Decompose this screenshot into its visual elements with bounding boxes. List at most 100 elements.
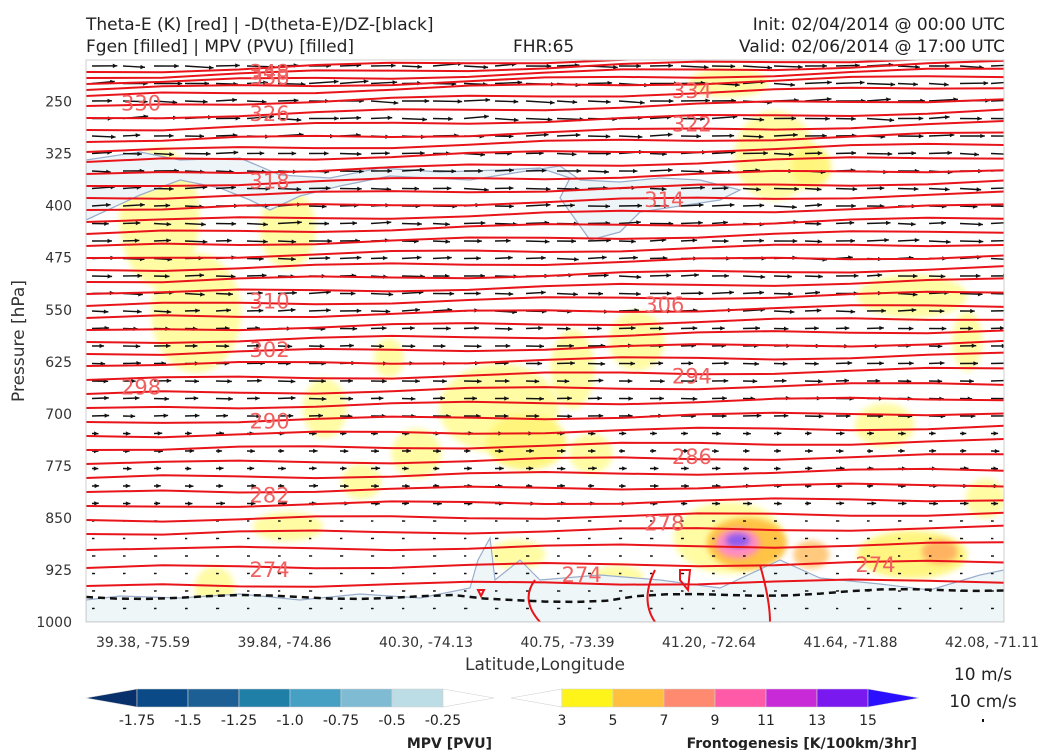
wind-vector-head	[971, 343, 977, 348]
wind-vector-head	[513, 99, 519, 104]
theta-e-contour-label: 278	[644, 511, 684, 535]
wind-vector-head	[744, 466, 750, 471]
wind-vector-head	[1006, 152, 1011, 156]
theta-e-contour	[86, 60, 638, 74]
wind-vector-head	[723, 220, 728, 225]
wind-vector-head	[793, 132, 798, 138]
wind-vector-head	[231, 185, 236, 190]
wind-vector-head	[567, 396, 572, 401]
wind-vector-head	[220, 501, 226, 506]
wind-vector-head	[993, 501, 999, 506]
init-time: Init: 02/04/2014 @ 00:00 UTC	[752, 15, 1005, 35]
wind-vector-head	[391, 63, 396, 68]
theta-e-contour	[86, 304, 1004, 319]
wind-vector-head	[131, 378, 136, 384]
wind-vector-head	[944, 115, 950, 120]
theta-e-contour-label: 348	[250, 60, 290, 84]
x-tick-label: 41.20, -72.64	[662, 635, 756, 651]
wind-vector-head	[279, 483, 285, 489]
wind-vector-head	[137, 309, 142, 314]
wind-vector-head	[126, 466, 132, 471]
wind-vector-head	[385, 151, 390, 156]
wind-vector-head	[871, 501, 877, 506]
wind-vector-head	[323, 151, 329, 156]
wind-vector-head	[777, 501, 782, 506]
wind-vector-head	[204, 81, 210, 86]
wind-vector-head	[484, 187, 489, 192]
wind-vector-head	[194, 413, 200, 418]
wind-vector-head	[692, 238, 698, 243]
wind-vector-head	[447, 255, 452, 260]
wind-vector-head	[722, 396, 727, 401]
wind-vector-head	[434, 466, 440, 471]
mpv-colorbar-segment	[289, 688, 342, 708]
mpv-colorbar-tick: -1.5	[174, 713, 201, 729]
wind-vector-head	[465, 448, 471, 454]
y-axis-label: Pressure [hPa]	[9, 280, 29, 402]
x-tick-label: 39.84, -74.86	[237, 635, 331, 651]
wind-vector-head	[597, 396, 602, 401]
wind-vector-head	[818, 274, 823, 279]
wind-vector-head	[293, 98, 299, 103]
wind-vector-head	[506, 238, 511, 243]
wind-vector-head	[258, 308, 264, 313]
wind-vector-head	[715, 466, 721, 471]
wind-vector-head	[393, 100, 399, 105]
wind-vector-head	[1015, 98, 1020, 102]
reference-vector: 10 m/s 10 cm/s	[949, 665, 1017, 722]
wind-vector-head	[1007, 309, 1012, 313]
wind-vector-head	[387, 115, 393, 121]
wind-vector-head	[631, 239, 636, 244]
wind-vector-head	[356, 115, 362, 121]
wind-vector-head	[517, 80, 523, 85]
wind-vector-head	[541, 255, 546, 261]
wind-vector-head	[134, 395, 140, 401]
y-tick-label: 850	[45, 511, 72, 527]
wind-vector-head	[853, 273, 859, 279]
theta-e-contour	[86, 511, 1004, 523]
wind-vector-head	[103, 309, 109, 314]
wind-vector-head	[630, 325, 636, 331]
wind-vector-head	[759, 203, 765, 208]
x-tick-label: 39.38, -75.59	[96, 635, 190, 651]
wind-vector-head	[547, 117, 553, 122]
theta-e-contour-label: 290	[250, 409, 290, 433]
theta-e-contour	[86, 67, 1004, 91]
wind-vector-head	[576, 168, 582, 174]
wind-vector	[773, 65, 803, 68]
fgen-colorbar-tick: 9	[711, 713, 720, 729]
wind-vector-head	[406, 448, 411, 454]
wind-vector-head	[415, 307, 420, 313]
wind-vector-head	[166, 221, 172, 227]
wind-vector-head	[659, 396, 664, 401]
theta-e-contour	[86, 60, 1004, 85]
wind-vector-head	[477, 238, 482, 244]
wind-vector-head	[754, 361, 760, 367]
wind-vector-head	[164, 396, 170, 401]
wind-vector-head	[100, 361, 106, 366]
wind-vector-head	[601, 255, 607, 260]
wind-vector-head	[1007, 80, 1012, 84]
wind-vector-head	[509, 204, 514, 209]
wind-vector-head	[344, 483, 349, 489]
wind-vector-head	[716, 431, 721, 436]
wind-vector-head	[544, 239, 550, 244]
wind-vector-head	[980, 133, 985, 139]
wind-vector-head	[590, 448, 596, 454]
wind-vector-head	[729, 202, 735, 208]
wind-vector-head	[844, 378, 849, 383]
wind-vector-head	[787, 274, 792, 279]
wind-vector-head	[188, 483, 194, 489]
wind-vector-head	[534, 413, 540, 419]
wind-vector-head	[166, 309, 172, 314]
wind-vector-head	[598, 378, 604, 383]
wind-vector-head	[164, 274, 170, 279]
wind-vector-head	[218, 483, 224, 489]
wind-vector-head	[449, 291, 455, 296]
wind-vector-head	[571, 152, 577, 157]
wind-vector-head	[503, 413, 509, 419]
title-line-1: Theta-E (K) [red] | -D(theta-E)/DZ-[blac…	[86, 15, 434, 35]
x-tick-label: 42.08, -71.11	[945, 635, 1039, 651]
wind-vector-head	[227, 379, 232, 384]
valid-time: Valid: 02/06/2014 @ 17:00 UTC	[739, 37, 1005, 57]
